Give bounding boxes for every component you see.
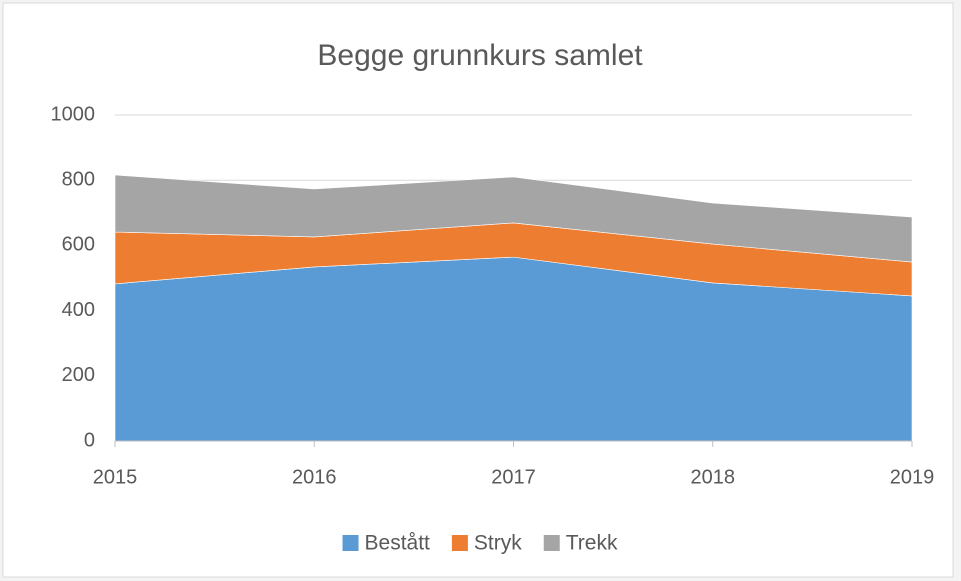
x-tick-label: 2019 <box>890 466 935 488</box>
x-tick-label: 2015 <box>93 466 138 488</box>
y-tick-label: 1000 <box>51 103 96 125</box>
legend-label: Stryk <box>474 532 522 555</box>
legend-swatch <box>451 535 468 551</box>
legend-label: Bestått <box>365 532 431 555</box>
legend-swatch <box>342 535 359 551</box>
x-tick-label: 2017 <box>491 466 536 488</box>
y-tick-label: 600 <box>62 234 95 256</box>
legend-swatch <box>543 535 560 551</box>
x-tick-label: 2016 <box>292 466 337 488</box>
area <box>114 174 913 263</box>
chart-title: Begge grunnkurs samlet <box>317 39 643 72</box>
y-tick-label: 0 <box>84 429 95 451</box>
y-tick-label: 400 <box>62 299 95 321</box>
x-tick-label: 2018 <box>691 466 736 488</box>
y-tick-label: 200 <box>62 364 95 386</box>
legend-label: Trekk <box>566 532 618 555</box>
y-tick-label: 800 <box>62 168 95 190</box>
legend: Bestått Stryk Trekk <box>342 532 618 555</box>
